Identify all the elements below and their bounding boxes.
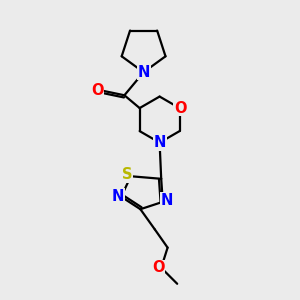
- Text: N: N: [153, 135, 166, 150]
- Text: S: S: [122, 167, 132, 182]
- Text: O: O: [91, 83, 104, 98]
- Text: N: N: [160, 193, 173, 208]
- Text: O: O: [152, 260, 164, 275]
- Text: N: N: [112, 189, 124, 204]
- Text: O: O: [174, 100, 186, 116]
- Text: N: N: [137, 65, 150, 80]
